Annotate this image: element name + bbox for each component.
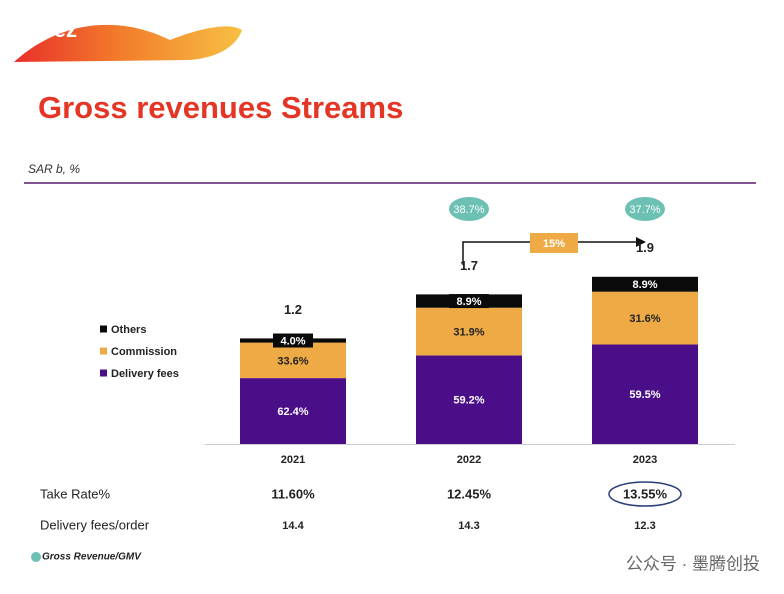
cagr-label: 15% (543, 238, 565, 250)
row-value: 11.60% (271, 486, 315, 501)
total-label: 1.7 (460, 258, 478, 273)
total-label: 1.9 (636, 240, 654, 255)
bar-segment (416, 307, 522, 356)
bar-segment (592, 344, 698, 444)
growth-label: 37.7% (629, 204, 660, 216)
row-value: 13.55% (623, 486, 668, 501)
value-label: 31.9% (453, 326, 484, 338)
legend-label: Others (111, 324, 146, 336)
x-tick-label: 2022 (457, 454, 481, 466)
label-box (273, 333, 313, 348)
value-label: 59.5% (629, 389, 660, 401)
value-label: 62.4% (277, 406, 308, 418)
cagr-box (530, 233, 578, 253)
legend-swatch (100, 369, 107, 377)
row-label: Delivery fees/order (40, 517, 150, 532)
footnote-icon (31, 552, 41, 562)
legend-label: Delivery fees (111, 368, 179, 380)
legend-label: Commission (111, 346, 177, 358)
cagr-arrow (462, 241, 638, 265)
value-label: 33.6% (277, 355, 308, 367)
value-label: 31.6% (629, 313, 660, 325)
value-label: 59.2% (453, 395, 484, 407)
row-value: 12.45% (447, 486, 492, 501)
value-label: 8.9% (456, 296, 481, 308)
row-value: 14.3 (458, 520, 479, 532)
value-label: 4.0% (280, 335, 305, 347)
arrow-head (636, 237, 646, 247)
legend-swatch (100, 325, 107, 333)
footnote: Gross Revenue/GMV (42, 552, 142, 563)
bar-segment (240, 342, 346, 379)
label-box (449, 294, 489, 309)
legend-swatch (100, 347, 107, 355)
row-value: 12.3 (634, 520, 655, 532)
growth-bubble (449, 197, 489, 221)
title: Gross revenues Streams (38, 90, 403, 125)
growth-bubble (625, 197, 665, 221)
subtitle: SAR b, % (28, 162, 80, 176)
growth-label: 38.7% (453, 204, 484, 216)
logo-swoosh (14, 24, 242, 62)
value-label: 8.9% (632, 279, 657, 291)
row-value: 14.4 (282, 520, 304, 532)
total-label: 1.2 (284, 302, 302, 317)
row-label: Take Rate% (40, 486, 111, 501)
x-tick-label: 2023 (633, 454, 657, 466)
x-tick-label: 2021 (281, 454, 305, 466)
bar-segment (416, 355, 522, 444)
bar-segment (592, 291, 698, 345)
highlight-circle (608, 481, 682, 507)
bar-segment (240, 378, 346, 444)
watermark: 公众号 · 墨腾创投 (626, 554, 760, 573)
logo: jahez (21, 17, 77, 42)
label-box (625, 277, 665, 292)
